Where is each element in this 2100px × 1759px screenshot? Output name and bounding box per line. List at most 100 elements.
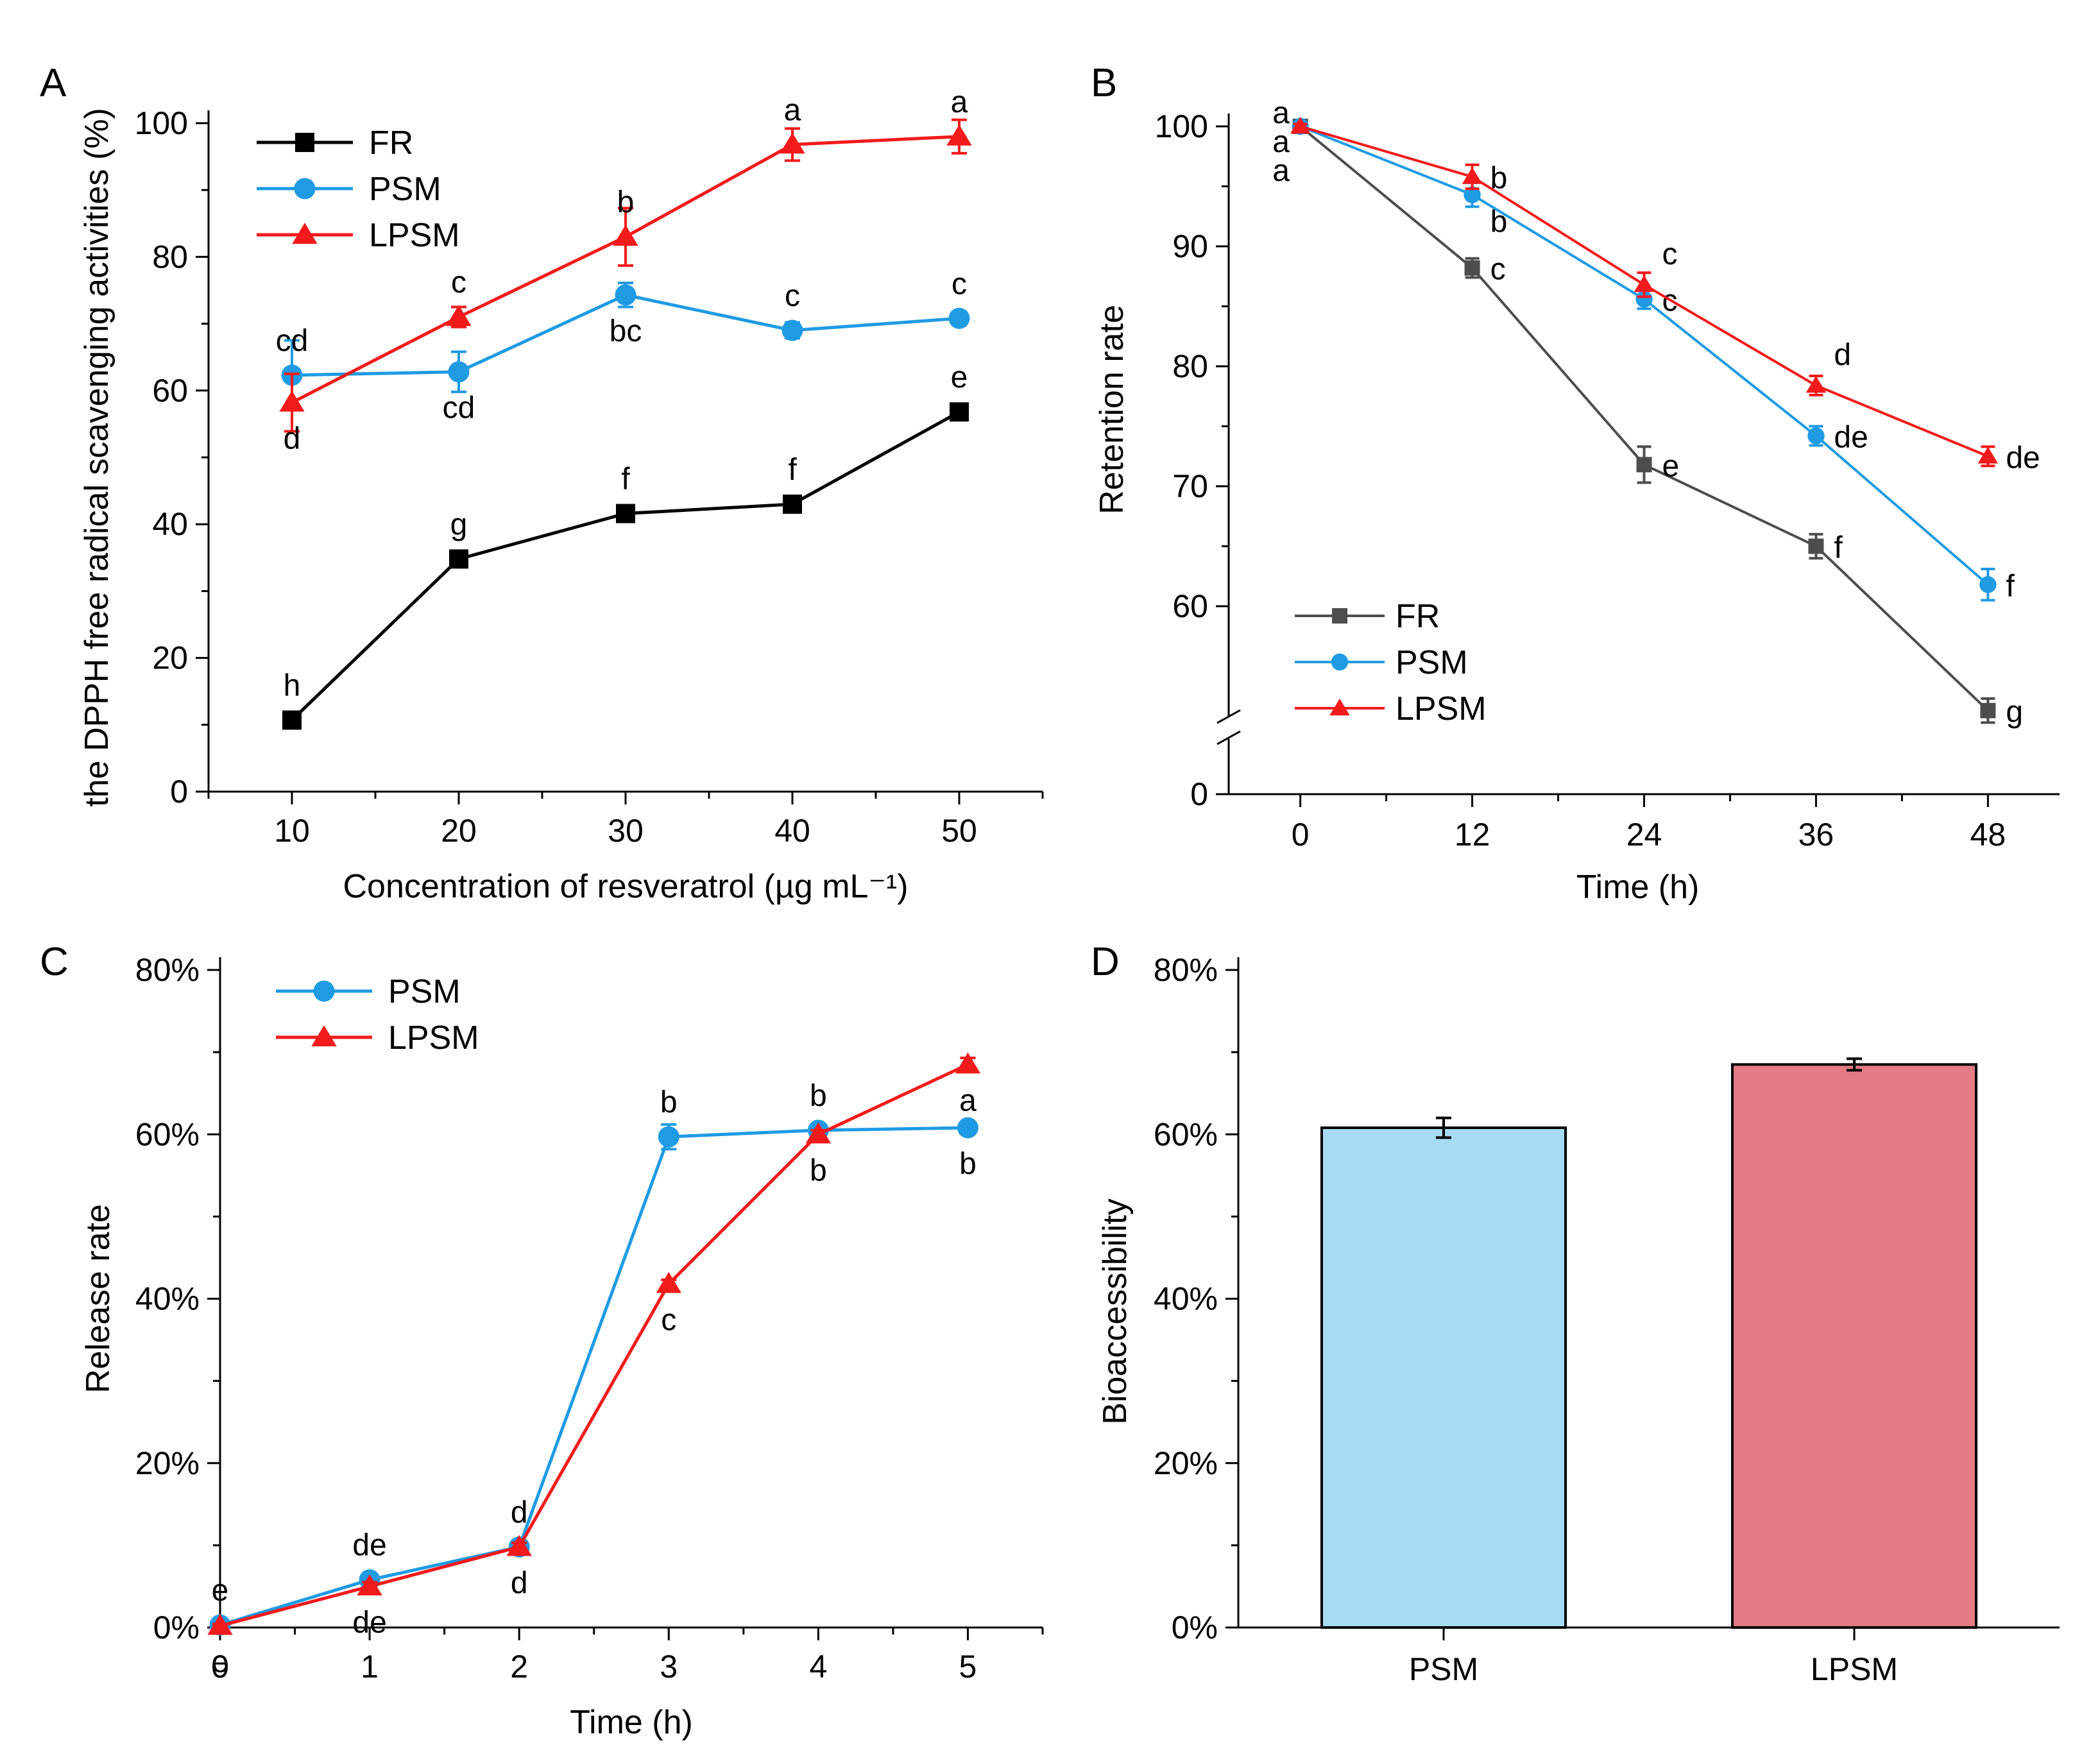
data-point: [1290, 117, 1311, 134]
significance-label: d: [1834, 338, 1851, 372]
legend-label: PSM: [388, 973, 461, 1010]
data-point: [1980, 702, 1996, 718]
x-tick-label: LPSM: [1811, 1651, 1898, 1687]
panel-label: A: [40, 61, 67, 105]
significance-label: c: [1662, 237, 1678, 271]
data-point: [950, 402, 969, 422]
error-bar: [1436, 1116, 1451, 1139]
panel-b: 0 60 70 80 90 100 0 12 24 36 48 Time (h) Retention r…: [1091, 61, 2060, 906]
significance-label: de: [2006, 441, 2040, 475]
significance-label: a: [959, 1083, 977, 1117]
significance-label: bc: [610, 314, 642, 348]
x-axis-title: Time (h): [1576, 869, 1700, 906]
significance-label: cd: [443, 391, 475, 425]
x-tick-label: 24: [1626, 817, 1662, 853]
significance-label: f: [2006, 569, 2015, 603]
series-fr: h g f f e: [282, 361, 969, 730]
data-point: [1464, 260, 1480, 276]
significance-label: c: [451, 266, 466, 300]
legend-marker: [1331, 653, 1349, 671]
significance-label: f: [788, 453, 797, 487]
significance-label: e: [1662, 449, 1680, 483]
panel-label: C: [40, 940, 69, 984]
x-tick-label: 40: [774, 813, 810, 849]
series-psm: cd cd bc c c: [276, 267, 970, 425]
data-point: [780, 132, 805, 154]
data-point: [957, 1117, 978, 1139]
y-tick-label: 80%: [135, 952, 200, 988]
significance-label: a: [1272, 96, 1290, 130]
legend-marker: [1332, 608, 1347, 624]
significance-label: b: [810, 1079, 827, 1113]
legend: FR PSM LPSM: [257, 124, 460, 254]
data-point: [955, 1052, 981, 1074]
legend: PSM LPSM: [276, 973, 479, 1057]
legend-marker: [292, 223, 318, 244]
legend-marker: [295, 133, 314, 152]
data-point: [1807, 427, 1825, 445]
data-point: [783, 494, 802, 514]
y-tick-label: 20: [152, 640, 188, 676]
data-point: [616, 504, 635, 523]
x-tick-label: 20: [441, 813, 477, 849]
panel-label: B: [1091, 61, 1117, 105]
legend-marker: [294, 178, 316, 200]
y-tick-label: 20%: [1154, 1445, 1218, 1481]
legend-marker: [1329, 699, 1350, 716]
axis-break-mark: [1216, 730, 1241, 745]
y-tick-label: 80%: [1154, 952, 1218, 988]
legend-marker: [311, 1025, 337, 1047]
series-lpsm: a b c d de: [1272, 117, 2040, 475]
data-point: [282, 710, 302, 730]
data-point: [506, 1534, 532, 1556]
significance-label: a: [784, 93, 801, 127]
significance-label: g: [450, 507, 468, 541]
y-tick-label: 80: [1172, 348, 1208, 384]
bar-lpsm: [1731, 1057, 1977, 1629]
data-point: [446, 305, 472, 327]
data-point: [449, 549, 468, 569]
legend-marker: [313, 980, 335, 1002]
significance-label: b: [617, 185, 635, 219]
y-tick-label: 80: [152, 239, 188, 275]
data-point: [658, 1126, 679, 1148]
data-point: [1462, 167, 1483, 184]
y-tick-label: 0: [1190, 776, 1208, 812]
data-point: [1464, 186, 1481, 203]
x-tick-label: 50: [941, 813, 977, 849]
y-tick-label: 60%: [1154, 1116, 1218, 1152]
significance-label: h: [284, 669, 301, 703]
data-point: [1635, 291, 1653, 308]
legend-label: PSM: [369, 171, 441, 208]
data-point: [613, 225, 638, 246]
y-tick-label: 100: [1155, 108, 1208, 144]
significance-label: c: [661, 1303, 676, 1337]
significance-label: b: [810, 1153, 827, 1187]
y-tick-label: 100: [135, 105, 188, 141]
panel-c: 0% 20% 40% 60% 80% 0 1 2 3 4 5 Time (h) Release rate…: [40, 940, 1044, 1741]
significance-label: de: [352, 1606, 386, 1640]
significance-label: e: [212, 1574, 229, 1608]
significance-label: c: [952, 267, 967, 301]
y-tick-label: 70: [1172, 468, 1208, 504]
data-point: [948, 307, 970, 329]
data-point: [207, 1613, 233, 1635]
data-point: [1979, 576, 1997, 593]
significance-label: a: [1272, 125, 1290, 159]
significance-label: de: [1834, 420, 1868, 454]
panel-a: 0 20 40 60 80 100 10 20 30 40 50 Concentration of r…: [40, 61, 1044, 905]
significance-label: b: [1490, 162, 1508, 196]
legend-label: FR: [369, 124, 413, 162]
significance-label: f: [1834, 531, 1843, 565]
x-tick-label: PSM: [1409, 1651, 1478, 1687]
x-tick-label: 5: [959, 1649, 977, 1685]
y-tick-label: 0: [170, 774, 188, 810]
legend-label: FR: [1396, 598, 1440, 635]
significance-label: cd: [276, 324, 309, 358]
legend-label: LPSM: [388, 1019, 479, 1057]
data-point: [279, 390, 305, 412]
x-tick-label: 10: [274, 813, 310, 849]
data-point: [615, 284, 636, 306]
